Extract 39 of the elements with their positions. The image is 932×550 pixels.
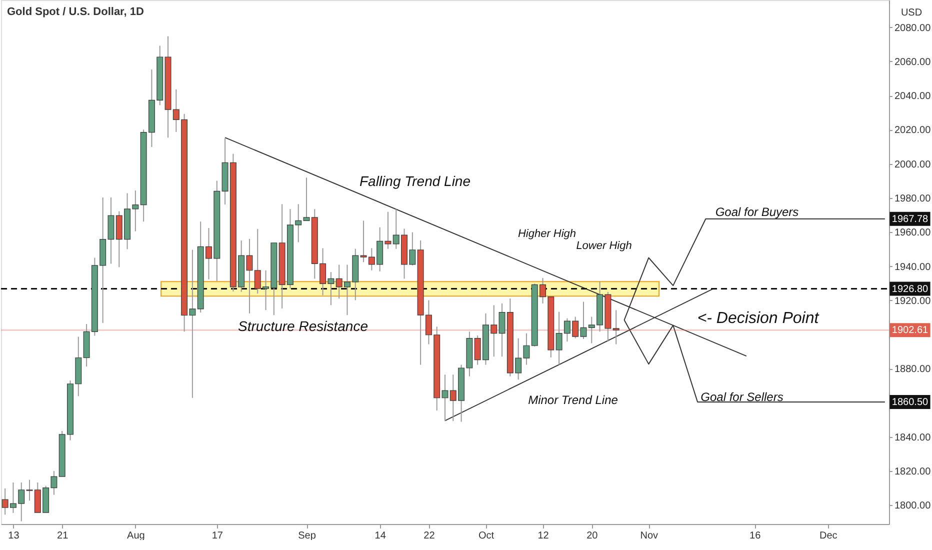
x-tick-label: 14 — [374, 530, 386, 542]
x-tick-label: 20 — [586, 530, 598, 542]
y-tick-label: 1980.00 — [894, 193, 932, 204]
annotation: <- Decision Point — [697, 310, 820, 327]
x-tick-label: 13 — [8, 530, 20, 542]
series-label: Falling Trend Line — [359, 173, 471, 189]
x-tick-label: Oct — [478, 530, 494, 542]
x-tick-label: Nov — [640, 530, 658, 542]
x-tick-label: 17 — [212, 530, 224, 542]
y-tick-label: 2080.00 — [894, 22, 932, 34]
x-tick-label: 12 — [538, 530, 550, 542]
y-tick-label: 2000.00 — [894, 159, 932, 170]
x-tick-label: 22 — [424, 530, 436, 542]
y-tick-label: 1840.00 — [894, 432, 932, 444]
y-tick-label: 1960.00 — [894, 228, 932, 239]
x-tick-label: 16 — [750, 530, 762, 542]
x-tick-label: Dec — [820, 530, 838, 542]
series-label: Goal for Buyers — [715, 205, 799, 219]
y-tick-label: 1940.00 — [894, 262, 932, 273]
series-label: Goal for Sellers — [700, 390, 784, 404]
y-axis-title: USD — [900, 8, 922, 18]
series-label: Minor Trend Line — [528, 393, 618, 407]
y-tick-label: 1800.00 — [894, 500, 932, 512]
y-tick-label: 1880.00 — [894, 364, 932, 376]
annotation: Structure Resistance — [238, 318, 368, 334]
text: Gold Spot / U.S. Dollar, 1D — [7, 6, 144, 18]
annotation: Higher High — [518, 228, 576, 240]
ref-line-label: 1902.61 — [892, 325, 929, 336]
annotation: 1860.50 — [892, 396, 929, 408]
y-tick-label: 2020.00 — [894, 125, 932, 136]
y-tick-label: 1820.00 — [894, 466, 932, 478]
ref-line-label: 1926.80 — [892, 284, 929, 295]
y-tick-label: 1920.00 — [894, 296, 932, 307]
y-tick-label: 2060.00 — [894, 56, 932, 68]
annotation: 1967.78 — [892, 214, 929, 225]
y-tick-label: 2040.00 — [894, 91, 932, 102]
x-tick-label: 21 — [57, 530, 69, 542]
candlestick — [612, 310, 620, 345]
annotation: Lower High — [576, 240, 632, 252]
